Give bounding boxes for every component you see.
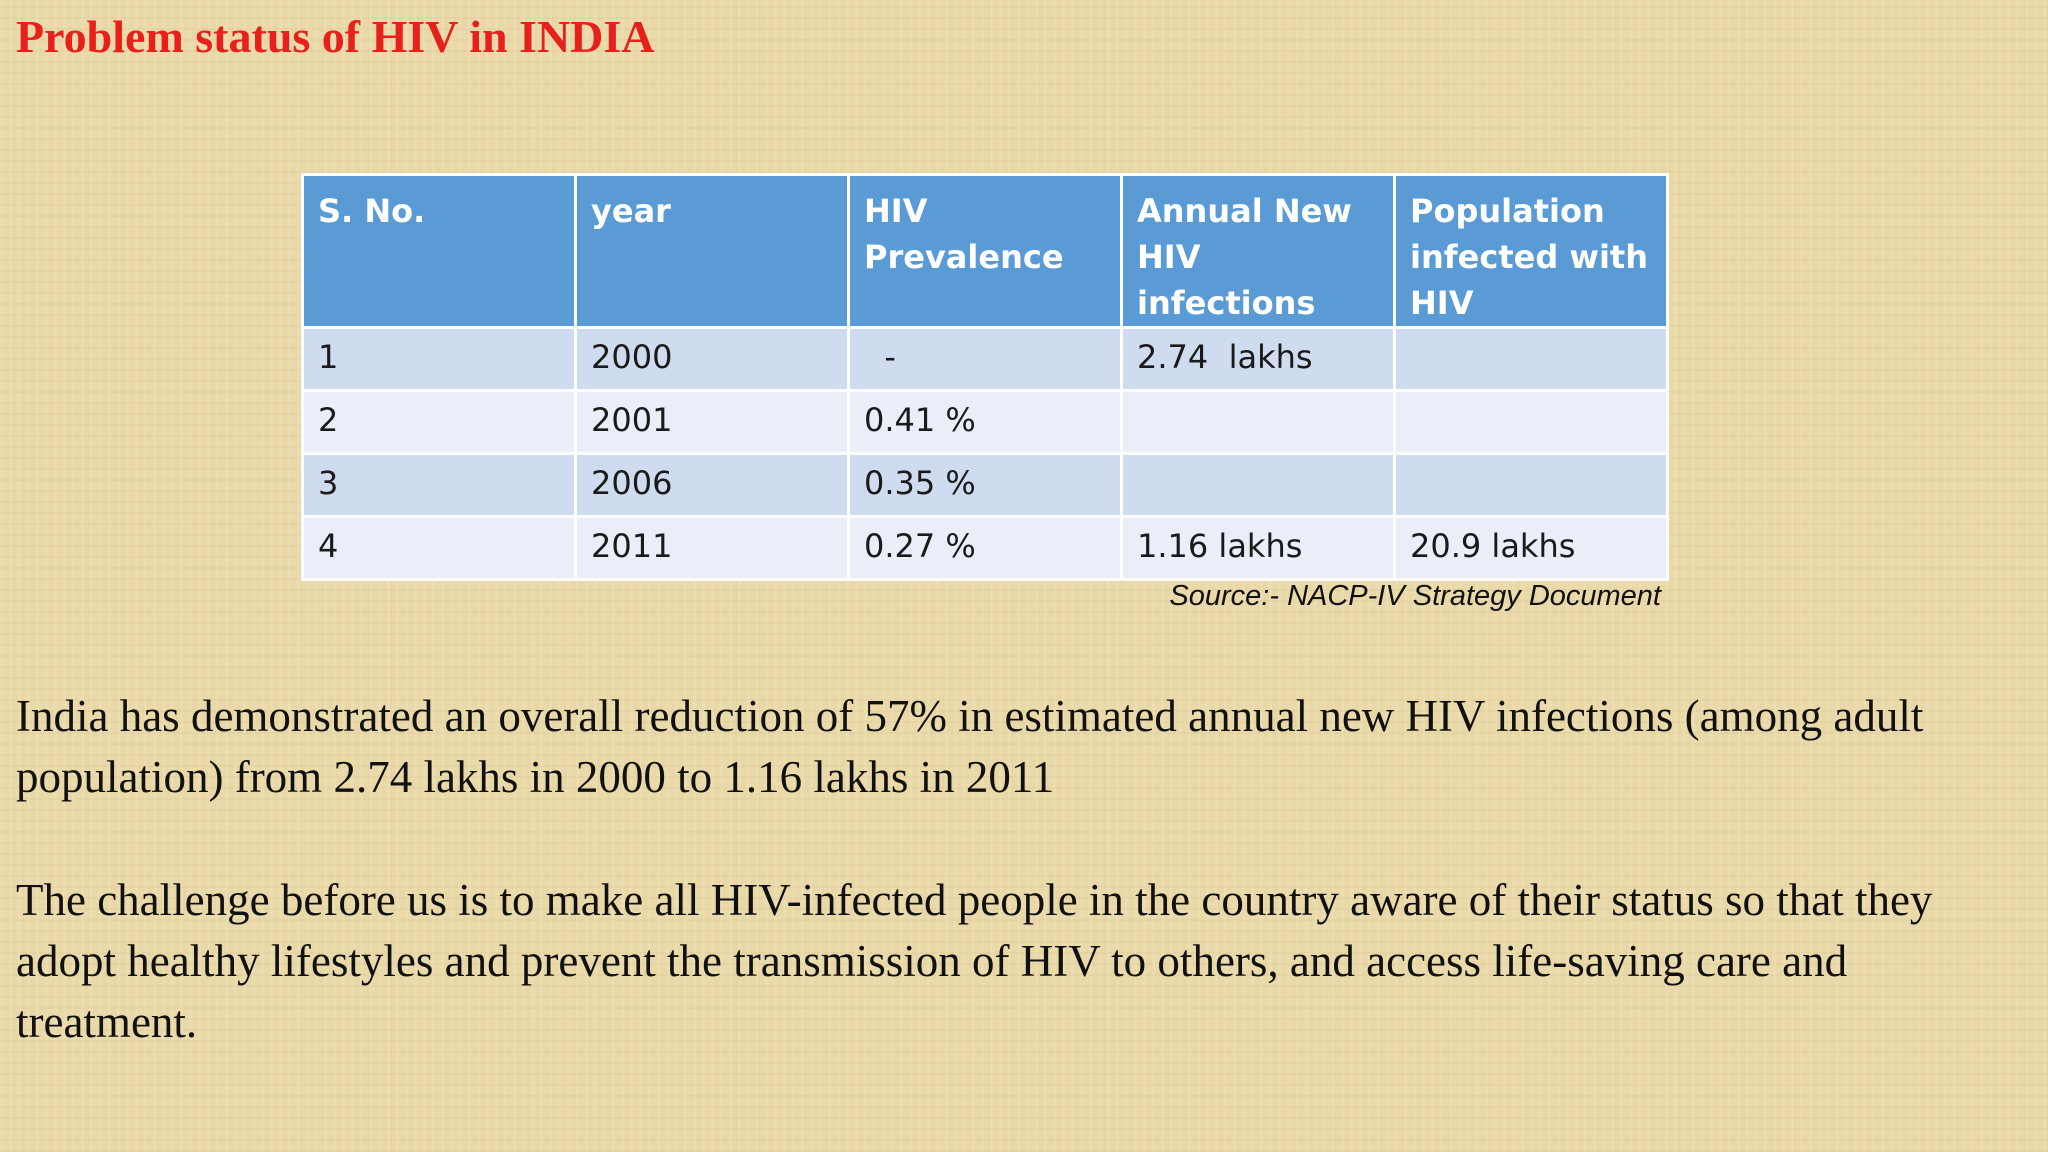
cell-population-infected <box>1393 452 1669 518</box>
table-row: 4 2011 0.27 % 1.16 lakhs 20.9 lakhs <box>301 515 1669 581</box>
cell-hiv-prevalence: 0.41 % <box>847 389 1123 455</box>
cell-hiv-prevalence: 0.35 % <box>847 452 1123 518</box>
cell-population-infected: 20.9 lakhs <box>1393 515 1669 581</box>
cell-annual-new-infections <box>1120 452 1396 518</box>
cell-serial-number: 2 <box>301 389 577 455</box>
cell-serial-number: 1 <box>301 326 577 392</box>
table-source-caption: Source:- NACP-IV Strategy Document <box>1169 580 1661 612</box>
slide-title: Problem status of HIV in INDIA <box>16 11 655 62</box>
challenge-paragraph: The challenge before us is to make all H… <box>16 875 1933 1047</box>
header-hiv-prevalence: HIV Prevalence <box>847 173 1123 329</box>
cell-hiv-prevalence: - <box>847 326 1123 392</box>
cell-population-infected <box>1393 389 1669 455</box>
header-year: year <box>574 173 850 329</box>
cell-serial-number: 4 <box>301 515 577 581</box>
reduction-paragraph: India has demonstrated an overall reduct… <box>16 691 1924 802</box>
table-row: 2 2001 0.41 % <box>301 389 1669 455</box>
hiv-status-table: S. No. year HIV Prevalence Annual New HI… <box>301 173 1669 581</box>
table-row: 3 2006 0.35 % <box>301 452 1669 518</box>
table-row: 1 2000 - 2.74 lakhs <box>301 326 1669 392</box>
header-serial-number: S. No. <box>301 173 577 329</box>
cell-annual-new-infections: 2.74 lakhs <box>1120 326 1396 392</box>
cell-year: 2011 <box>574 515 850 581</box>
header-annual-new-infections: Annual New HIV infections <box>1120 173 1396 329</box>
cell-annual-new-infections: 1.16 lakhs <box>1120 515 1396 581</box>
cell-year: 2006 <box>574 452 850 518</box>
cell-hiv-prevalence: 0.27 % <box>847 515 1123 581</box>
cell-year: 2001 <box>574 389 850 455</box>
cell-year: 2000 <box>574 326 850 392</box>
cell-serial-number: 3 <box>301 452 577 518</box>
table-header-row: S. No. year HIV Prevalence Annual New HI… <box>301 173 1669 329</box>
cell-annual-new-infections <box>1120 389 1396 455</box>
cell-population-infected <box>1393 326 1669 392</box>
header-population-infected: Population infected with HIV <box>1393 173 1669 329</box>
